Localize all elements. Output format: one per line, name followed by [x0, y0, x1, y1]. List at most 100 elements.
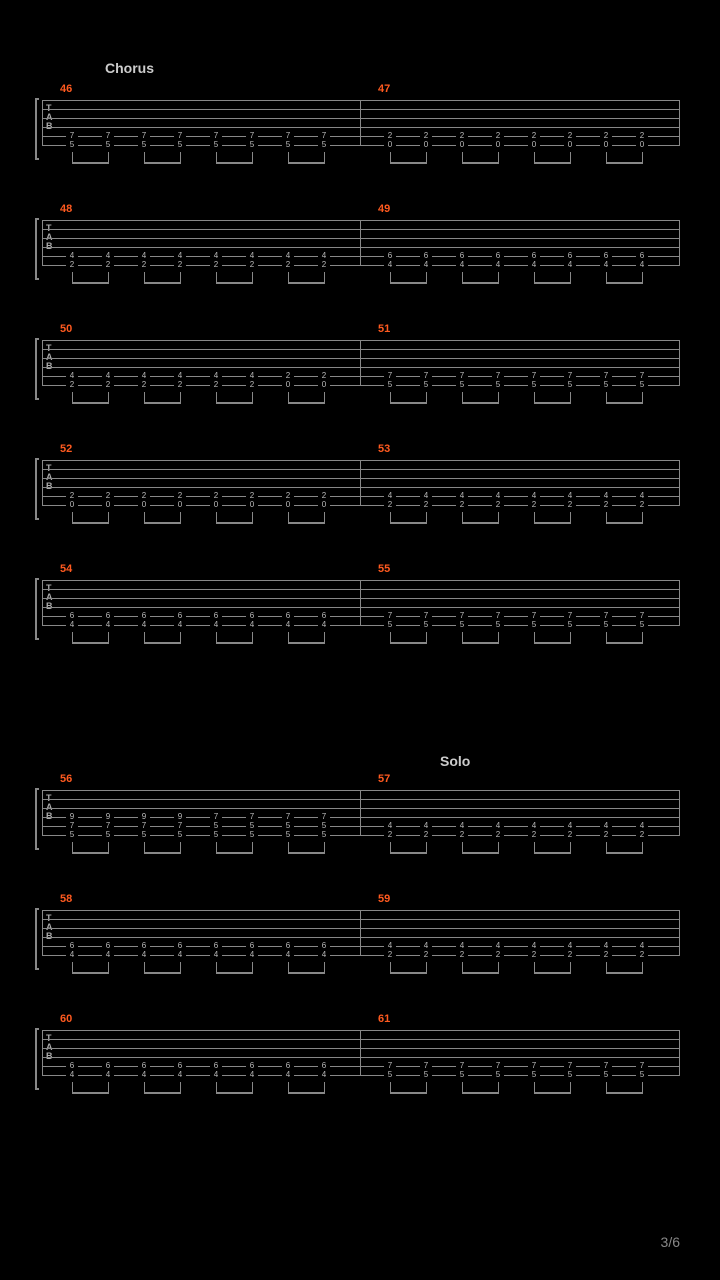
stem: [642, 1082, 643, 1092]
stem: [72, 512, 73, 522]
staff-bracket: [35, 458, 39, 520]
fret-number: 2: [456, 501, 468, 509]
beam: [288, 1092, 325, 1094]
fret-number: 6: [282, 942, 294, 950]
stem: [570, 392, 571, 402]
stem: [324, 632, 325, 642]
fret-number: 4: [174, 951, 186, 959]
beam: [390, 852, 427, 854]
fret-number: 6: [174, 612, 186, 620]
beam: [606, 972, 643, 974]
fret-number: 4: [66, 372, 78, 380]
stem: [144, 272, 145, 282]
stem: [72, 842, 73, 852]
stem: [570, 842, 571, 852]
staff-line: [42, 1030, 680, 1031]
stem: [390, 392, 391, 402]
stem: [426, 152, 427, 162]
fret-number: 7: [600, 372, 612, 380]
fret-number: 7: [66, 132, 78, 140]
fret-number: 6: [138, 1062, 150, 1070]
fret-number: 5: [66, 831, 78, 839]
fret-number: 4: [282, 951, 294, 959]
fret-number: 4: [174, 252, 186, 260]
fret-number: 6: [210, 942, 222, 950]
staff-line: [42, 1039, 680, 1040]
beam: [534, 852, 571, 854]
fret-number: 2: [102, 492, 114, 500]
beam: [216, 282, 253, 284]
stem: [180, 632, 181, 642]
barline: [42, 220, 43, 265]
fret-number: 5: [528, 621, 540, 629]
fret-number: 2: [528, 132, 540, 140]
fret-number: 5: [318, 141, 330, 149]
fret-number: 4: [102, 372, 114, 380]
beam: [606, 522, 643, 524]
stem: [606, 632, 607, 642]
fret-number: 0: [174, 501, 186, 509]
beam: [216, 852, 253, 854]
beam: [72, 1092, 109, 1094]
stem: [390, 512, 391, 522]
fret-number: 4: [636, 492, 648, 500]
barline: [679, 790, 680, 835]
stem: [108, 152, 109, 162]
staff-line: [42, 937, 680, 938]
beam: [534, 1092, 571, 1094]
barline: [360, 100, 361, 145]
stem: [570, 632, 571, 642]
beam: [216, 1092, 253, 1094]
fret-number: 7: [420, 612, 432, 620]
stem: [252, 272, 253, 282]
fret-number: 2: [66, 261, 78, 269]
stem: [324, 392, 325, 402]
staff-line: [42, 100, 680, 101]
fret-number: 5: [456, 1071, 468, 1079]
fret-number: 5: [564, 621, 576, 629]
stem: [144, 512, 145, 522]
stem: [216, 1082, 217, 1092]
fret-number: 7: [492, 372, 504, 380]
section-label: Solo: [440, 753, 470, 769]
fret-number: 2: [564, 501, 576, 509]
barline: [360, 910, 361, 955]
fret-number: 2: [420, 501, 432, 509]
fret-number: 4: [384, 942, 396, 950]
tab-row: TAB606464646464646464617575757575757575: [40, 1010, 680, 1105]
fret-number: 2: [174, 492, 186, 500]
staff-line: [42, 229, 680, 230]
tab-row: TAB546464646464646464557575757575757575: [40, 560, 680, 655]
stem: [426, 392, 427, 402]
barline: [42, 580, 43, 625]
fret-number: 0: [102, 501, 114, 509]
fret-number: 4: [318, 252, 330, 260]
fret-number: 4: [282, 1071, 294, 1079]
stem: [606, 152, 607, 162]
stem: [180, 392, 181, 402]
fret-number: 4: [384, 492, 396, 500]
stem: [642, 272, 643, 282]
fret-number: 2: [246, 261, 258, 269]
fret-number: 5: [384, 1071, 396, 1079]
fret-number: 2: [636, 831, 648, 839]
fret-number: 7: [318, 132, 330, 140]
fret-number: 7: [210, 132, 222, 140]
fret-number: 7: [318, 813, 330, 821]
beam: [462, 402, 499, 404]
fret-number: 2: [66, 492, 78, 500]
fret-number: 4: [66, 951, 78, 959]
fret-number: 6: [384, 252, 396, 260]
staff-line: [42, 358, 680, 359]
beam: [144, 852, 181, 854]
stem: [570, 962, 571, 972]
beam: [462, 852, 499, 854]
stem: [534, 1082, 535, 1092]
fret-number: 5: [102, 831, 114, 839]
fret-number: 6: [282, 1062, 294, 1070]
stem: [144, 392, 145, 402]
beam: [72, 852, 109, 854]
fret-number: 7: [384, 612, 396, 620]
fret-number: 4: [102, 252, 114, 260]
fret-number: 0: [318, 381, 330, 389]
